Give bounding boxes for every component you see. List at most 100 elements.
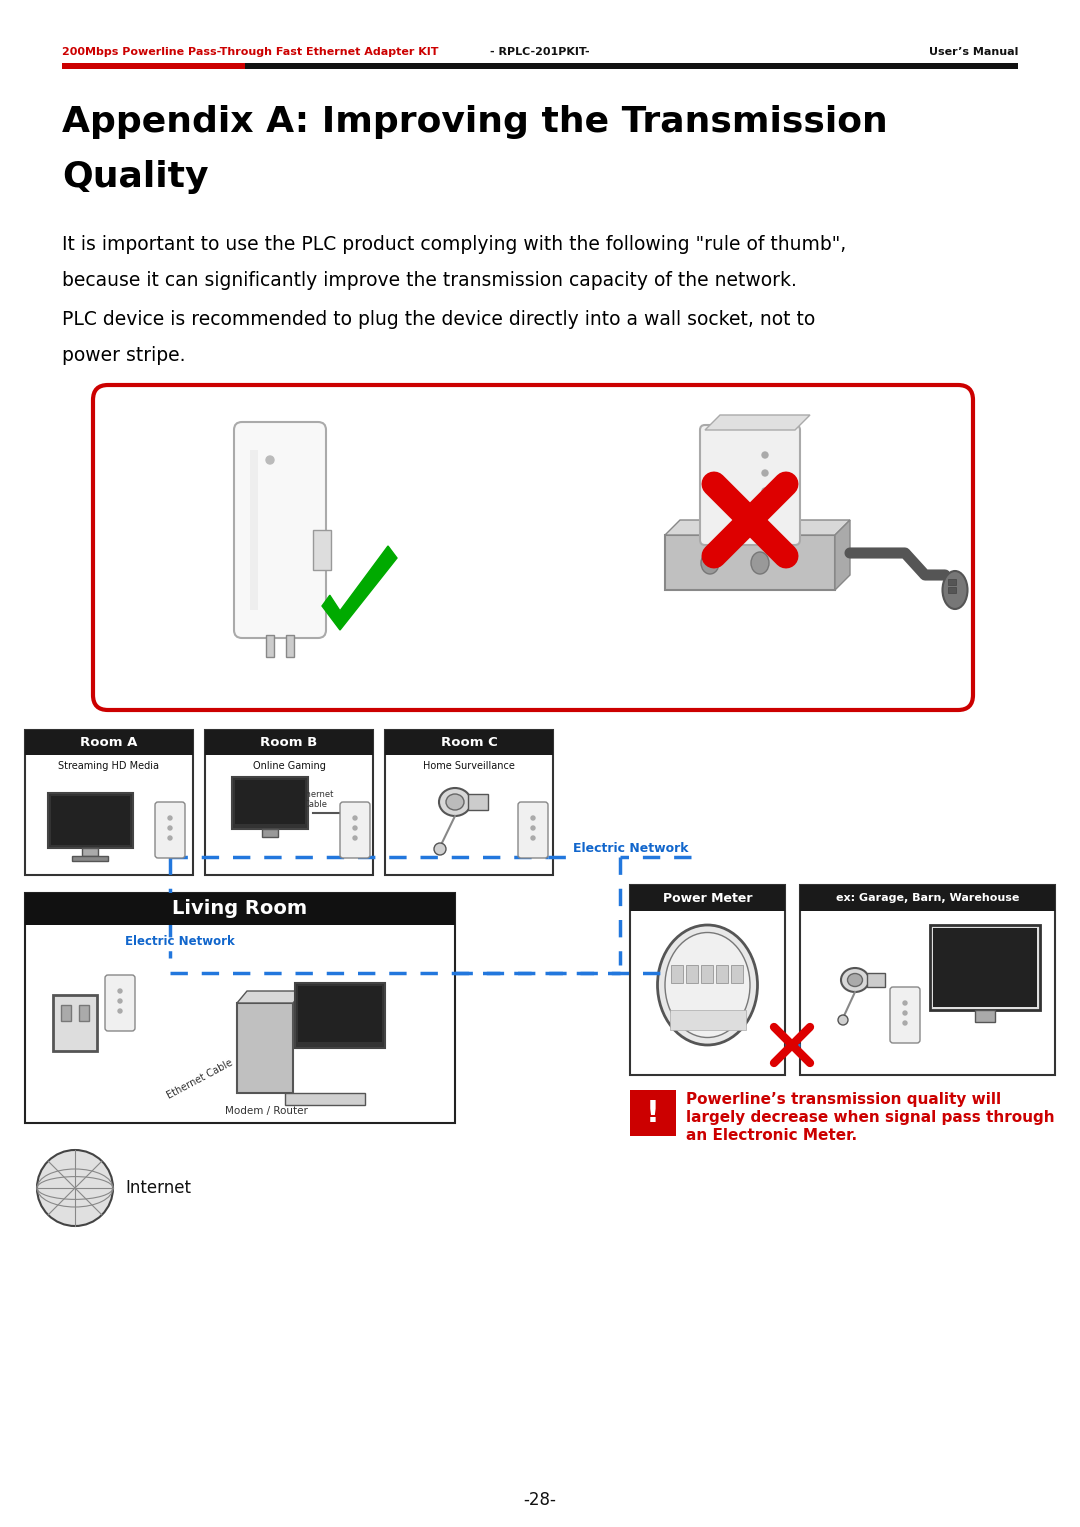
Ellipse shape bbox=[841, 968, 869, 993]
Bar bbox=[468, 794, 488, 809]
Circle shape bbox=[762, 470, 768, 476]
Text: Streaming HD Media: Streaming HD Media bbox=[58, 760, 160, 771]
Ellipse shape bbox=[665, 933, 750, 1037]
Bar bbox=[285, 1093, 365, 1106]
Bar bbox=[62, 63, 245, 69]
Text: Quality: Quality bbox=[62, 160, 208, 194]
Bar bbox=[79, 1005, 89, 1022]
Text: Home Surveillance: Home Surveillance bbox=[423, 760, 515, 771]
Ellipse shape bbox=[943, 571, 968, 609]
Bar bbox=[665, 534, 835, 589]
Circle shape bbox=[37, 1150, 113, 1226]
Text: Room C: Room C bbox=[441, 736, 498, 750]
Text: Ethernet Cable: Ethernet Cable bbox=[165, 1058, 234, 1101]
Text: largely decrease when signal pass through: largely decrease when signal pass throug… bbox=[686, 1110, 1055, 1125]
Bar bbox=[249, 450, 258, 609]
Bar bbox=[630, 886, 785, 912]
FancyBboxPatch shape bbox=[518, 802, 548, 858]
Bar bbox=[205, 730, 373, 754]
Bar bbox=[630, 886, 785, 1075]
Polygon shape bbox=[237, 991, 303, 1003]
Text: Modem / Router: Modem / Router bbox=[225, 1106, 308, 1116]
Bar bbox=[53, 996, 97, 1051]
Circle shape bbox=[838, 1015, 848, 1025]
Text: - RPLC-201PKIT-: - RPLC-201PKIT- bbox=[490, 47, 590, 56]
Text: !: ! bbox=[646, 1098, 660, 1127]
Bar bbox=[205, 730, 373, 875]
Text: PLC device is recommended to plug the device directly into a wall socket, not to: PLC device is recommended to plug the de… bbox=[62, 310, 815, 328]
Text: power stripe.: power stripe. bbox=[62, 347, 186, 365]
Bar bbox=[232, 777, 308, 829]
Ellipse shape bbox=[438, 788, 471, 815]
Bar bbox=[25, 893, 455, 1122]
Circle shape bbox=[168, 835, 172, 840]
FancyBboxPatch shape bbox=[234, 421, 326, 638]
Ellipse shape bbox=[658, 925, 757, 1044]
Polygon shape bbox=[665, 521, 850, 534]
Circle shape bbox=[762, 452, 768, 458]
Bar bbox=[60, 1005, 71, 1022]
Ellipse shape bbox=[848, 974, 863, 986]
Bar bbox=[384, 730, 553, 754]
Bar bbox=[730, 965, 743, 983]
Bar bbox=[237, 1003, 293, 1093]
Circle shape bbox=[903, 1002, 907, 1005]
Circle shape bbox=[903, 1011, 907, 1015]
Text: Electric Network: Electric Network bbox=[573, 841, 689, 855]
Text: -28-: -28- bbox=[524, 1490, 556, 1509]
FancyBboxPatch shape bbox=[700, 425, 800, 545]
Polygon shape bbox=[322, 547, 397, 631]
Bar bbox=[266, 635, 274, 657]
FancyBboxPatch shape bbox=[105, 976, 135, 1031]
Bar bbox=[686, 965, 698, 983]
Bar bbox=[948, 579, 956, 585]
Circle shape bbox=[118, 1009, 122, 1012]
Text: Electric Network: Electric Network bbox=[125, 935, 234, 948]
Text: Internet: Internet bbox=[125, 1179, 191, 1197]
Text: Online Gaming: Online Gaming bbox=[253, 760, 325, 771]
Bar bbox=[25, 893, 455, 925]
Bar bbox=[245, 63, 1018, 69]
Bar bbox=[800, 886, 1055, 1075]
Bar bbox=[313, 530, 330, 570]
Text: It is important to use the PLC product complying with the following "rule of thu: It is important to use the PLC product c… bbox=[62, 235, 847, 253]
Bar bbox=[715, 965, 728, 983]
Circle shape bbox=[353, 835, 357, 840]
Text: Ethernet
Cable: Ethernet Cable bbox=[297, 789, 334, 809]
Text: because it can significantly improve the transmission capacity of the network.: because it can significantly improve the… bbox=[62, 270, 797, 290]
Bar bbox=[286, 635, 294, 657]
Circle shape bbox=[168, 815, 172, 820]
Circle shape bbox=[762, 489, 768, 495]
Text: Powerline’s transmission quality will: Powerline’s transmission quality will bbox=[686, 1092, 1001, 1107]
Bar bbox=[25, 730, 193, 754]
Bar bbox=[51, 796, 130, 844]
Bar bbox=[262, 829, 278, 837]
FancyBboxPatch shape bbox=[890, 986, 920, 1043]
Bar bbox=[48, 793, 133, 847]
Bar bbox=[295, 983, 384, 1048]
Text: Living Room: Living Room bbox=[173, 899, 308, 919]
Circle shape bbox=[266, 457, 274, 464]
Bar bbox=[975, 1009, 995, 1022]
Bar bbox=[800, 886, 1055, 912]
Bar bbox=[82, 847, 98, 855]
Circle shape bbox=[531, 826, 535, 831]
Text: 200Mbps Powerline Pass-Through Fast Ethernet Adapter KIT: 200Mbps Powerline Pass-Through Fast Ethe… bbox=[62, 47, 438, 56]
Circle shape bbox=[118, 989, 122, 993]
Circle shape bbox=[353, 826, 357, 831]
Text: ex: Garage, Barn, Warehouse: ex: Garage, Barn, Warehouse bbox=[836, 893, 1020, 902]
Text: Power Meter: Power Meter bbox=[663, 892, 753, 904]
Bar bbox=[930, 925, 1040, 1009]
Circle shape bbox=[434, 843, 446, 855]
Text: Room B: Room B bbox=[260, 736, 318, 750]
Bar bbox=[630, 1090, 676, 1136]
Circle shape bbox=[531, 835, 535, 840]
Bar bbox=[235, 780, 305, 825]
FancyBboxPatch shape bbox=[93, 385, 973, 710]
FancyBboxPatch shape bbox=[156, 802, 185, 858]
Bar bbox=[25, 730, 193, 875]
Circle shape bbox=[531, 815, 535, 820]
Text: Appendix A: Improving the Transmission: Appendix A: Improving the Transmission bbox=[62, 105, 888, 139]
Bar bbox=[670, 1009, 745, 1031]
Circle shape bbox=[118, 999, 122, 1003]
